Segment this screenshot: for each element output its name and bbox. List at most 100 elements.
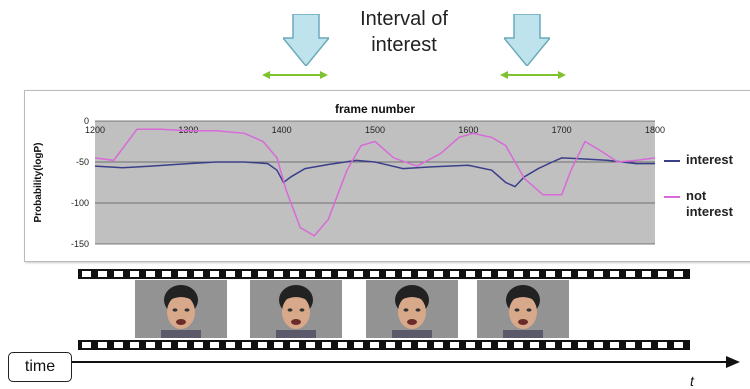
interval-range-arrow-icon [262,71,328,79]
film-sprocket-hole [338,271,347,277]
film-sprocket-hole [130,342,139,348]
legend-item-not-interest: not [660,188,750,204]
film-sprocket-hole [98,271,107,277]
film-strip-top [78,269,690,279]
plot-area [95,121,655,244]
face-frame-image [477,280,569,338]
interval-range-arrow-icon [500,71,566,79]
chart-plot: 1200 1300 1400 1500 1600 1700 1800 0 -50 -100 -150… [33,102,665,249]
series-line-interest [94,157,655,188]
film-sprocket-hole [226,342,235,348]
film-sprocket-hole [434,342,443,348]
x-tick-label: 1700 [552,125,572,135]
y-tick-label: -150 [71,239,89,249]
film-sprocket-hole [370,271,379,277]
film-sprocket-hole [418,271,427,277]
x-tick-label: 1600 [458,125,478,135]
film-sprocket-hole [546,342,555,348]
down-arrow-icon [504,14,550,66]
film-sprocket-hole [130,271,139,277]
down-arrow-icon [283,14,329,66]
film-sprocket-hole [162,342,171,348]
legend-swatch-interest [664,160,680,162]
y-tick-label: -50 [76,157,89,167]
film-sprocket-hole [178,342,187,348]
film-sprocket-hole [658,342,667,348]
x-tick-label: 1800 [645,125,665,135]
x-axis-title: frame number [335,102,415,116]
legend-label-interest: interest [686,152,733,167]
film-sprocket-hole [466,342,475,348]
y-tick-label: 0 [84,116,89,126]
film-sprocket-hole [610,342,619,348]
film-sprocket-hole [594,271,603,277]
film-sprocket-hole [354,271,363,277]
film-sprocket-hole [146,342,155,348]
x-tick-label: 1400 [272,125,292,135]
film-sprocket-hole [162,271,171,277]
film-sprocket-hole [258,342,267,348]
film-sprocket-hole [482,342,491,348]
film-sprocket-hole [498,271,507,277]
film-sprocket-hole [386,342,395,348]
film-sprocket-hole [642,271,651,277]
series-line-not-interest [94,128,656,237]
film-sprocket-hole [482,271,491,277]
film-sprocket-hole [530,271,539,277]
film-sprocket-hole [450,271,459,277]
film-sprocket-hole [290,342,299,348]
film-sprocket-hole [82,342,91,348]
film-sprocket-hole [562,271,571,277]
chart-legend: interest not interest [660,152,750,220]
film-sprocket-hole [242,342,251,348]
film-sprocket-hole [82,271,91,277]
x-tick-label: 1200 [85,125,105,135]
film-sprocket-hole [210,342,219,348]
film-sprocket-hole [354,342,363,348]
film-sprocket-hole [514,271,523,277]
film-sprocket-hole [418,342,427,348]
time-axis-arrow [72,356,740,368]
interval-of-interest-title: Interval of interest [342,6,466,58]
film-sprocket-hole [306,271,315,277]
legend-label-not-interest-1: not [686,188,707,203]
legend-label-not-interest-2: interest [686,204,733,219]
y-axis-title: Probability(logP) [33,143,44,223]
film-sprocket-hole [290,271,299,277]
film-sprocket-hole [274,271,283,277]
film-sprocket-hole [274,342,283,348]
film-sprocket-hole [434,271,443,277]
title-line-1: Interval of [360,8,448,30]
film-sprocket-hole [114,271,123,277]
film-sprocket-hole [98,342,107,348]
film-sprocket-hole [626,342,635,348]
film-sprocket-hole [562,342,571,348]
film-sprocket-hole [226,271,235,277]
film-sprocket-hole [370,342,379,348]
film-sprocket-hole [386,271,395,277]
film-sprocket-hole [146,271,155,277]
legend-item-interest: interest [660,152,750,168]
film-sprocket-hole [258,271,267,277]
film-sprocket-hole [466,271,475,277]
face-frame-image [366,280,458,338]
film-sprocket-hole [242,271,251,277]
film-sprocket-hole [114,342,123,348]
legend-item-not-interest-cont: interest [660,204,750,220]
film-sprocket-hole [610,271,619,277]
time-label: time [8,352,72,382]
film-sprocket-hole [658,271,667,277]
film-sprocket-hole [322,271,331,277]
film-sprocket-hole [178,271,187,277]
film-sprocket-hole [530,342,539,348]
film-sprocket-hole [546,271,555,277]
face-frame-image [135,280,227,338]
film-sprocket-hole [402,342,411,348]
film-sprocket-hole [194,342,203,348]
film-sprocket-hole [514,342,523,348]
title-line-2: interest [371,34,437,56]
film-sprocket-hole [306,342,315,348]
film-sprocket-hole [674,342,683,348]
film-sprocket-hole [450,342,459,348]
x-tick-label: 1500 [365,125,385,135]
